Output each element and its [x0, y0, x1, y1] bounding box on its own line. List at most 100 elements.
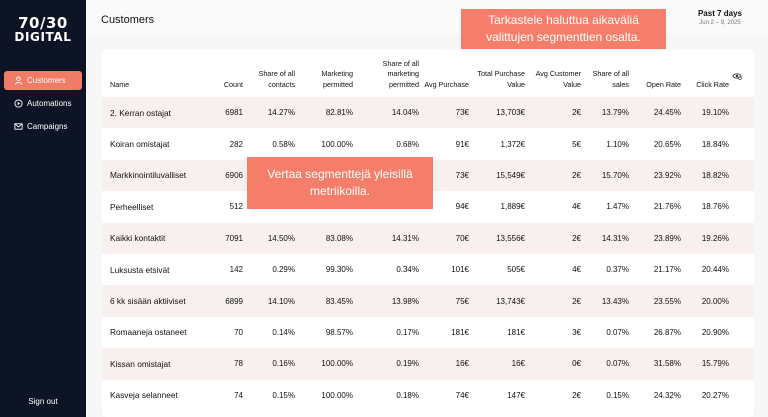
- segment-name: 2. Kerran ostajat: [102, 97, 202, 129]
- table-cell: 1.47%: [584, 191, 632, 223]
- table-cell: 0.14%: [246, 316, 298, 349]
- mail-icon: [13, 122, 23, 132]
- segment-name: Markkinointiluvalliset: [102, 159, 202, 192]
- table-cell: 70€: [422, 222, 472, 254]
- play-icon: [13, 99, 23, 109]
- table-cell: 7091: [202, 222, 246, 254]
- sidebar-item-automations[interactable]: Automations: [4, 94, 82, 113]
- column-header[interactable]: Avg Customer Value: [535, 69, 581, 89]
- table-cell: 505€: [472, 253, 528, 286]
- brand-logo[interactable]: 70/30 DIGITAL: [12, 16, 74, 45]
- column-header[interactable]: Count: [223, 79, 243, 89]
- table-cell: 24.32%: [632, 379, 684, 411]
- date-range-selector[interactable]: Past 7 days Jun 2 – 9, 2025: [698, 9, 742, 26]
- sign-out-link[interactable]: Sign out: [28, 397, 58, 406]
- table-cell: 2€: [528, 285, 584, 317]
- table-cell: 2€: [528, 159, 584, 192]
- column-header[interactable]: Open Rate: [646, 79, 681, 89]
- table-row[interactable]: Kaikki kontaktit 7091 14.50% 83.08% 14.31% 70…: [102, 222, 754, 254]
- table-row[interactable]: Kissan omistajat 78 0.16% 100.00% 0.19% 16€ 16…: [102, 348, 754, 380]
- column-header[interactable]: Marketing permitted: [321, 69, 353, 89]
- table-cell: 18.84%: [684, 128, 732, 160]
- table-cell: 19.26%: [684, 222, 732, 254]
- table-cell: 20.00%: [684, 285, 732, 317]
- table-cell: 6906: [202, 159, 246, 192]
- table-cell: 14.31%: [584, 222, 632, 254]
- table-cell: 14.10%: [246, 285, 298, 317]
- table-cell: 181€: [422, 316, 472, 349]
- table-cell: 14.50%: [246, 222, 298, 254]
- segments-table-card: Name Count Share of all contacts Marketing …: [102, 50, 754, 417]
- table-cell-empty: [732, 285, 754, 317]
- table-cell: 13.98%: [356, 285, 422, 317]
- column-visibility-toggle[interactable]: [732, 50, 754, 97]
- table-row[interactable]: Luksusta etsivät 142 0.29% 99.30% 0.34% 101€ 5…: [102, 253, 754, 286]
- table-cell: 101€: [422, 253, 472, 286]
- sidebar-item-label: Campaigns: [27, 122, 68, 131]
- table-row[interactable]: 6 kk sisään aktiiviset 6899 14.10% 83.45% 13…: [102, 285, 754, 317]
- table-cell: 83.45%: [298, 285, 356, 317]
- table-cell-empty: [732, 379, 754, 411]
- table-cell: 23.92%: [632, 159, 684, 192]
- segment-name: Romaaneja ostaneet: [102, 316, 202, 349]
- table-cell: 0.34%: [356, 253, 422, 286]
- sidebar-item-customers[interactable]: Customers: [4, 71, 82, 90]
- table-cell: 75€: [422, 285, 472, 317]
- table-cell: 21.76%: [632, 191, 684, 223]
- table-row[interactable]: 2. Kerran ostajat 6981 14.27% 82.81% 14.04% 7…: [102, 97, 754, 129]
- table-row[interactable]: Romaaneja ostaneet 70 0.14% 98.57% 0.17% 181€…: [102, 316, 754, 349]
- table-header-row: Name Count Share of all contacts Marketing …: [102, 50, 754, 97]
- table-row[interactable]: Koiran omistajat 282 0.58% 100.00% 0.68% 91€ 1…: [102, 128, 754, 160]
- table-cell: 5€: [528, 128, 584, 160]
- sidebar-nav: Customers Automations Campaigns: [4, 71, 82, 140]
- table-cell: 13,703€: [472, 97, 528, 129]
- table-cell: 74€: [422, 379, 472, 411]
- user-icon: [13, 76, 23, 86]
- table-cell: 18.82%: [684, 159, 732, 192]
- table-cell: 19.10%: [684, 97, 732, 129]
- table-cell: 13.43%: [584, 285, 632, 317]
- column-header[interactable]: Click Rate: [696, 79, 729, 89]
- segment-name: Kaikki kontaktit: [102, 222, 202, 254]
- table-cell: 78: [202, 348, 246, 380]
- column-header[interactable]: Share of all contacts: [258, 69, 295, 89]
- column-header[interactable]: Share of all marketing permitted: [382, 58, 419, 89]
- table-cell: 83.08%: [298, 222, 356, 254]
- table-row[interactable]: Kasveja selanneet 74 0.15% 100.00% 0.18% 74€ 1…: [102, 379, 754, 411]
- table-cell: 0.19%: [356, 348, 422, 380]
- brand-line-2: DIGITAL: [14, 30, 72, 44]
- table-cell-empty: [732, 97, 754, 129]
- table-cell: 99.30%: [298, 253, 356, 286]
- table-cell: 512: [202, 191, 246, 223]
- table-cell: 73€: [422, 97, 472, 129]
- table-cell: 142: [202, 253, 246, 286]
- table-cell: 1.10%: [584, 128, 632, 160]
- table-cell: 282: [202, 128, 246, 160]
- table-cell: 1,889€: [472, 191, 528, 223]
- table-cell: 14.31%: [356, 222, 422, 254]
- table-cell: 24.45%: [632, 97, 684, 129]
- table-cell: 0.07%: [584, 316, 632, 349]
- table-cell: 15.79%: [684, 348, 732, 380]
- main-content: Customers Past 7 days Jun 2 – 9, 2025 Na…: [86, 0, 768, 417]
- table-cell: 0.16%: [246, 348, 298, 380]
- segment-name: Kissan omistajat: [102, 348, 202, 380]
- table-cell: 70: [202, 316, 246, 349]
- column-header[interactable]: Total Purchase Value: [477, 69, 525, 89]
- callout-compare-segments: Vertaa segmenttejä yleisillä metriikoill…: [247, 157, 433, 209]
- eye-icon: [732, 72, 742, 84]
- segment-name: Perheelliset: [102, 191, 202, 223]
- table-cell: 2€: [528, 222, 584, 254]
- table-cell: 98.57%: [298, 316, 356, 349]
- sidebar-item-campaigns[interactable]: Campaigns: [4, 117, 82, 136]
- column-header[interactable]: Share of all sales: [592, 69, 629, 89]
- column-header[interactable]: Avg Purchase: [424, 79, 469, 89]
- table-cell: 2€: [528, 97, 584, 129]
- table-cell: 181€: [472, 316, 528, 349]
- table-cell: 1,372€: [472, 128, 528, 160]
- column-header[interactable]: Name: [110, 79, 130, 89]
- table-row[interactable]: Markkinointiluvalliset 6906 73€ 15,549€ 2€ 15…: [102, 159, 754, 192]
- segment-name: Luksusta etsivät: [102, 253, 202, 286]
- table-cell: 0.37%: [584, 253, 632, 286]
- table-cell: 13.79%: [584, 97, 632, 129]
